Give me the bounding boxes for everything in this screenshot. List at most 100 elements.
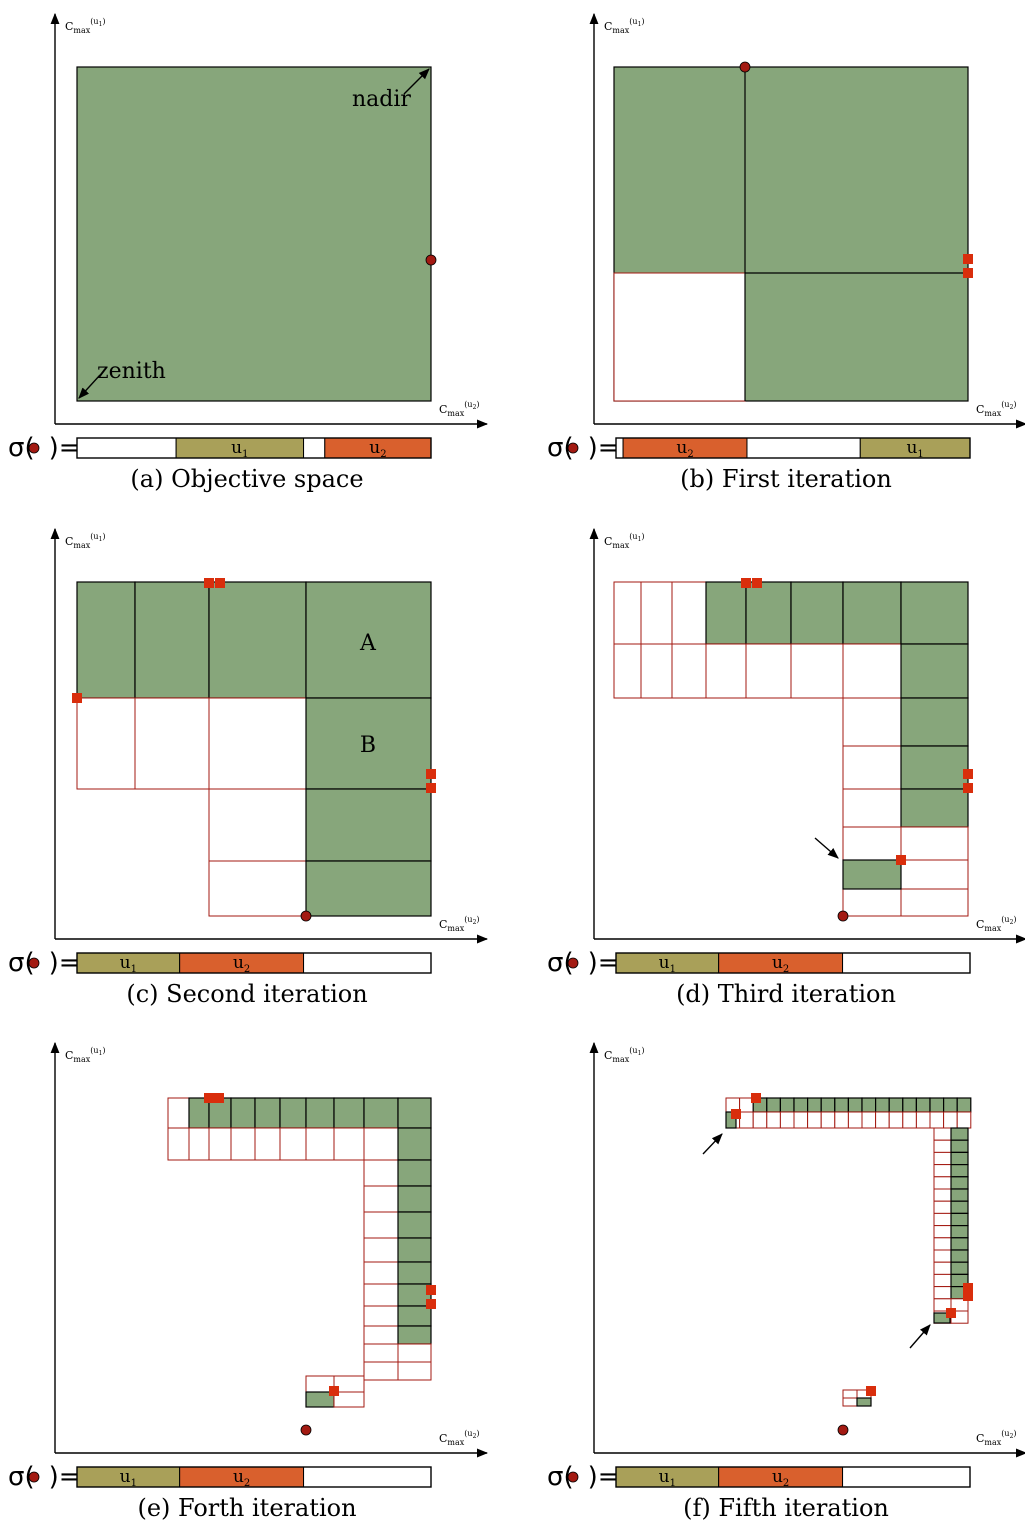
empty-cell	[888, 1111, 904, 1129]
panel-b: Cmax(u1) Cmax(u2) σ( )= u2 u1 (b) First itera…	[547, 12, 1025, 493]
box-cell	[134, 581, 210, 699]
box-cell	[900, 788, 969, 828]
sequence-label: u2	[676, 438, 693, 460]
panel-c: Cmax(u1) Cmax(u2) A Bσ( )= u1 u2 (c) Second it…	[8, 527, 489, 1008]
box-cell	[900, 581, 969, 645]
empty-cell	[933, 1212, 952, 1227]
empty-cell	[188, 1127, 210, 1161]
box-cell	[167, 1097, 190, 1129]
sequence-label: u1	[120, 1467, 137, 1489]
sigma-dot	[28, 1471, 40, 1483]
sequence-bar	[615, 437, 971, 459]
reference-point	[425, 254, 437, 266]
empty-cell	[333, 1391, 365, 1408]
solution-square	[204, 1093, 214, 1103]
x-axis-label: Cmax(u2)	[976, 1429, 1017, 1447]
objective-space-box	[76, 66, 432, 402]
solution-square	[426, 769, 436, 779]
box-cell	[745, 581, 792, 645]
empty-cell	[834, 1111, 849, 1129]
box-cell	[950, 1200, 969, 1214]
nadir-arrow	[403, 68, 430, 95]
sequence-label: u1	[659, 953, 676, 975]
box-cell	[705, 581, 747, 645]
box-cell	[900, 888, 969, 917]
panel-caption: (f) Fifth iteration	[683, 1494, 889, 1522]
empty-cell	[333, 1127, 365, 1161]
box-cell	[779, 1097, 795, 1113]
empty-cell	[745, 643, 792, 699]
empty-cell	[933, 1200, 952, 1214]
solution-square	[963, 1283, 973, 1293]
box-cell	[397, 1237, 432, 1263]
y-axis-label: Cmax(u1)	[65, 1046, 106, 1064]
x-axis-label: Cmax(u2)	[976, 915, 1017, 933]
sequence-segment	[303, 952, 432, 974]
box-cell	[613, 581, 642, 645]
box-cell	[950, 1261, 969, 1275]
empty-cell	[875, 1111, 890, 1129]
box-cell	[305, 860, 432, 917]
sequence-label: u2	[772, 1467, 789, 1489]
empty-cell	[933, 1151, 952, 1166]
box-cell	[842, 581, 902, 645]
empty-cell	[363, 1159, 399, 1187]
empty-cell	[363, 1325, 399, 1345]
reference-point	[300, 1424, 312, 1436]
box-cell	[950, 1176, 969, 1190]
empty-cell	[933, 1273, 952, 1288]
sequence-bar	[76, 952, 432, 974]
box-cell	[950, 1188, 969, 1202]
solution-square	[741, 578, 751, 588]
solution-square	[214, 1093, 224, 1103]
pointer-arrow	[909, 1324, 931, 1349]
sigma-label: σ( )=	[547, 1462, 620, 1492]
new-box	[856, 1397, 872, 1407]
new-box	[842, 859, 902, 890]
empty-cell	[933, 1249, 952, 1263]
box-cell	[640, 581, 673, 645]
empty-cell	[933, 1286, 952, 1300]
box-cell	[834, 1097, 849, 1113]
empty-region	[613, 272, 746, 402]
sequence-label: u2	[233, 953, 250, 975]
sequence-bar	[76, 437, 432, 459]
box-cell	[397, 1127, 432, 1161]
box-cell	[900, 859, 969, 890]
box-cell	[806, 1097, 822, 1113]
box-cell	[820, 1097, 836, 1113]
sequence-label: u1	[120, 953, 137, 975]
box-cell	[902, 1097, 917, 1113]
sigma-label: σ( )=	[8, 433, 81, 463]
box-cell	[333, 1097, 365, 1129]
empty-cell	[167, 1127, 190, 1161]
sequence-label: u2	[233, 1467, 250, 1489]
empty-cell	[363, 1261, 399, 1285]
empty-cell	[279, 1127, 307, 1161]
pointer-arrow	[702, 1133, 723, 1155]
empty-cell	[208, 860, 307, 917]
sequence-label: u1	[231, 438, 248, 460]
sigma-label: σ( )=	[547, 433, 620, 463]
sequence-bar	[615, 1466, 971, 1488]
empty-cell	[793, 1111, 809, 1129]
solution-square	[731, 1109, 741, 1119]
box-cell	[900, 826, 969, 861]
box-cell	[874, 1097, 890, 1113]
sequence-bar	[76, 1466, 432, 1488]
empty-cell	[671, 643, 707, 699]
panel-caption: (e) Forth iteration	[137, 1494, 356, 1522]
empty-cell	[915, 1111, 931, 1129]
empty-cell	[956, 1111, 972, 1129]
box-cell	[363, 1097, 399, 1129]
empty-cell	[134, 697, 210, 790]
box-cell	[208, 581, 307, 699]
empty-cell	[363, 1283, 399, 1307]
box-cell	[397, 1159, 432, 1187]
empty-cell	[739, 1111, 754, 1129]
solution-square	[72, 693, 82, 703]
empty-cell	[363, 1211, 399, 1239]
empty-cell	[842, 1389, 858, 1399]
solution-square	[752, 578, 762, 588]
